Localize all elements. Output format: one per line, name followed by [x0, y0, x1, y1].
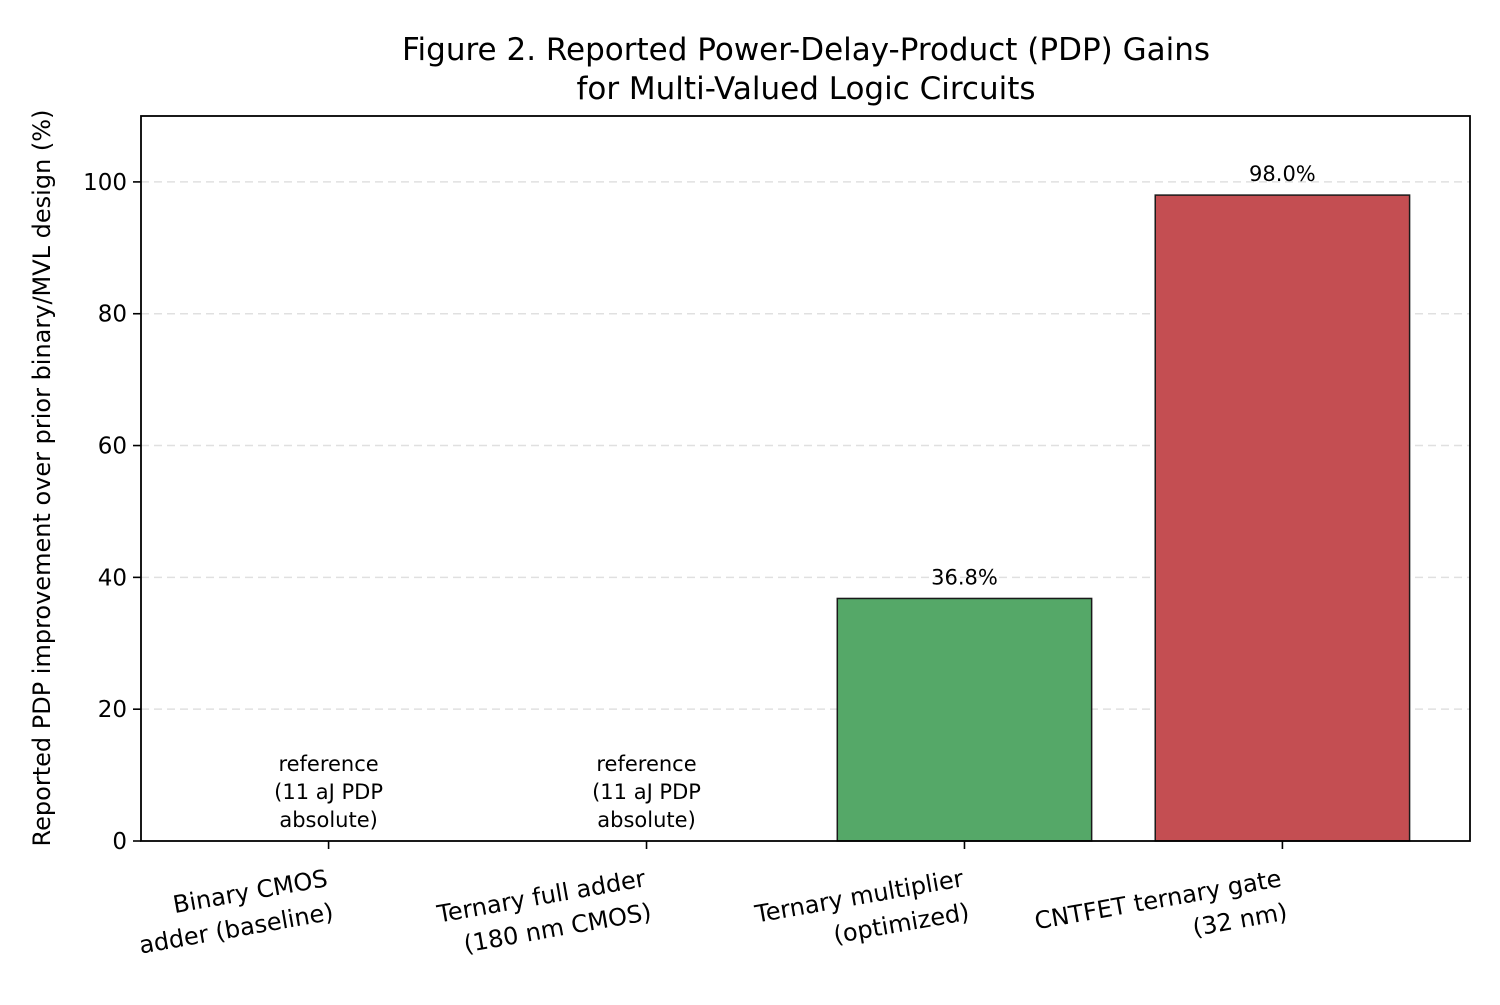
bars [836, 194, 1411, 842]
data-label-1-2: absolute) [597, 808, 695, 832]
data-label-0-1: (11 aJ PDP [274, 780, 383, 804]
bar-2 [836, 597, 1093, 842]
data-label-3-0: 98.0% [1249, 162, 1316, 186]
data-label-1-1: (11 aJ PDP [592, 780, 701, 804]
y-tick-label-100: 100 [83, 170, 127, 196]
chart-title-line-1: Figure 2. Reported Power-Delay-Product (… [402, 32, 1210, 68]
x-tick-label-2: Ternary multiplier(optimized) [752, 864, 971, 949]
y-tick-label-0: 0 [112, 829, 127, 855]
y-tick-label-20: 20 [98, 697, 127, 723]
chart-title-line-2: for Multi-Valued Logic Circuits [576, 71, 1035, 107]
y-tick-label-80: 80 [98, 302, 127, 328]
y-tick-label-40: 40 [98, 565, 127, 591]
data-label-0-2: absolute) [279, 808, 377, 832]
data-label-0-0: reference [278, 752, 378, 776]
data-label-2-0: 36.8% [931, 565, 998, 589]
y-axis-ticks: 0 20 40 60 80 100 [83, 170, 141, 855]
x-tick-label-3: CNTFET ternary gate(32 nm) [1032, 864, 1289, 942]
bar-3 [1154, 194, 1411, 842]
y-axis-label: Reported PDP improvement over prior bina… [28, 110, 56, 847]
plot-frame [140, 115, 1471, 842]
y-tick-label-60: 60 [98, 434, 127, 460]
data-labels: reference (11 aJ PDP absolute) reference (11… [274, 162, 1316, 832]
data-label-1-0: reference [596, 752, 696, 776]
x-tick-label-1: Ternary full adder(180 nm CMOS) [434, 864, 653, 958]
